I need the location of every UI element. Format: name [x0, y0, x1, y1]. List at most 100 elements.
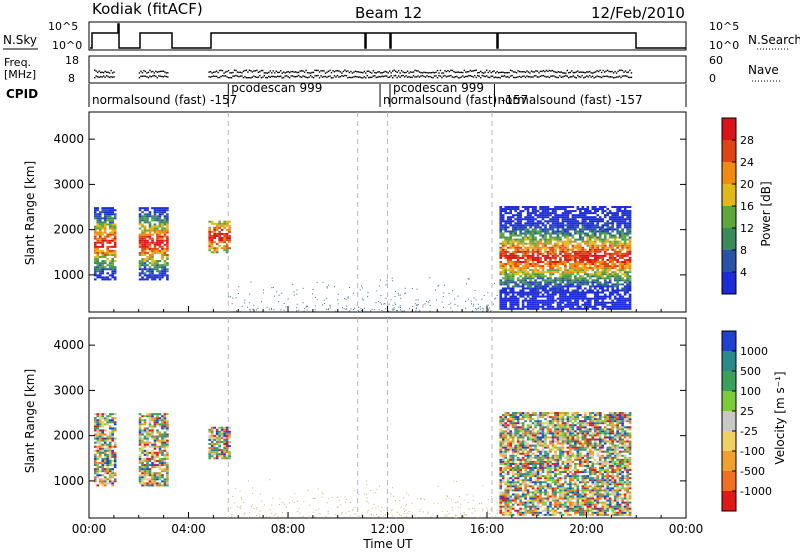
data-cell: [549, 289, 552, 292]
data-cell: [626, 238, 629, 241]
data-cell: [108, 415, 112, 418]
data-cell: [534, 293, 537, 296]
nave-point: [597, 75, 600, 78]
freq-point: [529, 72, 531, 74]
data-cell: [501, 291, 505, 294]
freq-point: [494, 72, 497, 74]
data-cell: [161, 231, 164, 234]
freq-point: [433, 72, 436, 74]
data-cell: [499, 226, 503, 229]
data-cell: [584, 250, 587, 253]
data-cell: [526, 305, 530, 308]
data-cell: [524, 497, 527, 500]
data-cell: [603, 301, 607, 304]
data-cell: [531, 242, 535, 245]
data-cell: [218, 449, 221, 452]
nave-point: [557, 76, 560, 79]
data-cell: [93, 462, 97, 465]
data-cell: [616, 275, 619, 278]
data-cell: [106, 251, 110, 254]
data-cell: [161, 229, 164, 232]
data-cell: [511, 489, 515, 492]
data-cell: [103, 439, 107, 442]
data-cell: [591, 261, 595, 263]
data-cell: [569, 256, 572, 259]
data-cell: [546, 499, 550, 502]
data-cell: [628, 501, 632, 504]
data-cell: [628, 283, 632, 286]
data-cell: [103, 462, 107, 465]
data-cell: [626, 283, 629, 286]
data-cell: [103, 217, 107, 220]
scatter-point: [473, 297, 475, 299]
data-cell: [546, 240, 550, 243]
data-cell: [593, 230, 597, 233]
data-cell: [506, 258, 510, 261]
data-cell: [571, 501, 575, 504]
freq-point: [462, 71, 464, 74]
scatter-point: [396, 309, 398, 311]
data-cell: [148, 419, 152, 422]
nave-point: [235, 74, 237, 77]
data-cell: [554, 495, 557, 498]
nave-point: [375, 76, 377, 79]
freq-point: [599, 69, 601, 72]
data-cell: [561, 297, 565, 300]
freq-point: [503, 72, 506, 74]
data-cell: [143, 449, 147, 452]
data-cell: [616, 220, 619, 223]
nave-point: [568, 76, 570, 79]
data-cell: [511, 232, 515, 235]
data-cell: [531, 495, 535, 498]
data-cell: [534, 301, 537, 304]
data-cell: [551, 285, 555, 288]
data-cell: [613, 258, 617, 261]
nave-point: [266, 77, 269, 79]
data-cell: [574, 497, 577, 500]
data-cell: [588, 513, 592, 516]
data-cell: [93, 270, 97, 273]
data-cell: [574, 228, 577, 231]
data-cell: [606, 212, 609, 215]
data-cell: [210, 449, 214, 452]
data-cell: [618, 261, 622, 263]
data-cell: [564, 277, 567, 280]
data-cell: [544, 238, 547, 241]
data-cell: [571, 258, 575, 261]
data-cell: [141, 219, 144, 222]
data-cell: [574, 261, 577, 263]
data-cell: [504, 501, 508, 504]
data-cell: [499, 261, 503, 263]
freq-point: [104, 70, 106, 73]
data-cell: [591, 208, 595, 211]
data-cell: [501, 246, 505, 249]
data-cell: [146, 427, 149, 430]
data-cell: [586, 206, 590, 209]
data-cell: [141, 217, 144, 220]
data-cell: [626, 252, 629, 255]
data-cell: [616, 307, 619, 310]
data-cell: [603, 281, 607, 284]
freq-point: [387, 72, 389, 74]
data-cell: [509, 267, 512, 270]
data-cell: [141, 451, 144, 454]
data-cell: [608, 307, 612, 310]
data-cell: [499, 305, 503, 308]
data-cell: [611, 493, 614, 496]
data-cell: [564, 244, 567, 247]
data-cell: [101, 243, 105, 246]
data-cell: [549, 271, 552, 274]
data-cell: [153, 413, 157, 416]
data-cell: [143, 249, 147, 252]
data-cell: [544, 212, 547, 215]
data-cell: [611, 265, 614, 268]
data-cell: [151, 215, 154, 218]
data-cell: [581, 224, 585, 227]
data-cell: [138, 423, 142, 426]
data-cell: [98, 441, 102, 444]
data-cell: [516, 489, 520, 492]
data-cell: [93, 227, 97, 230]
data-cell: [111, 211, 114, 214]
nave-point: [284, 75, 286, 77]
data-cell: [603, 297, 607, 300]
